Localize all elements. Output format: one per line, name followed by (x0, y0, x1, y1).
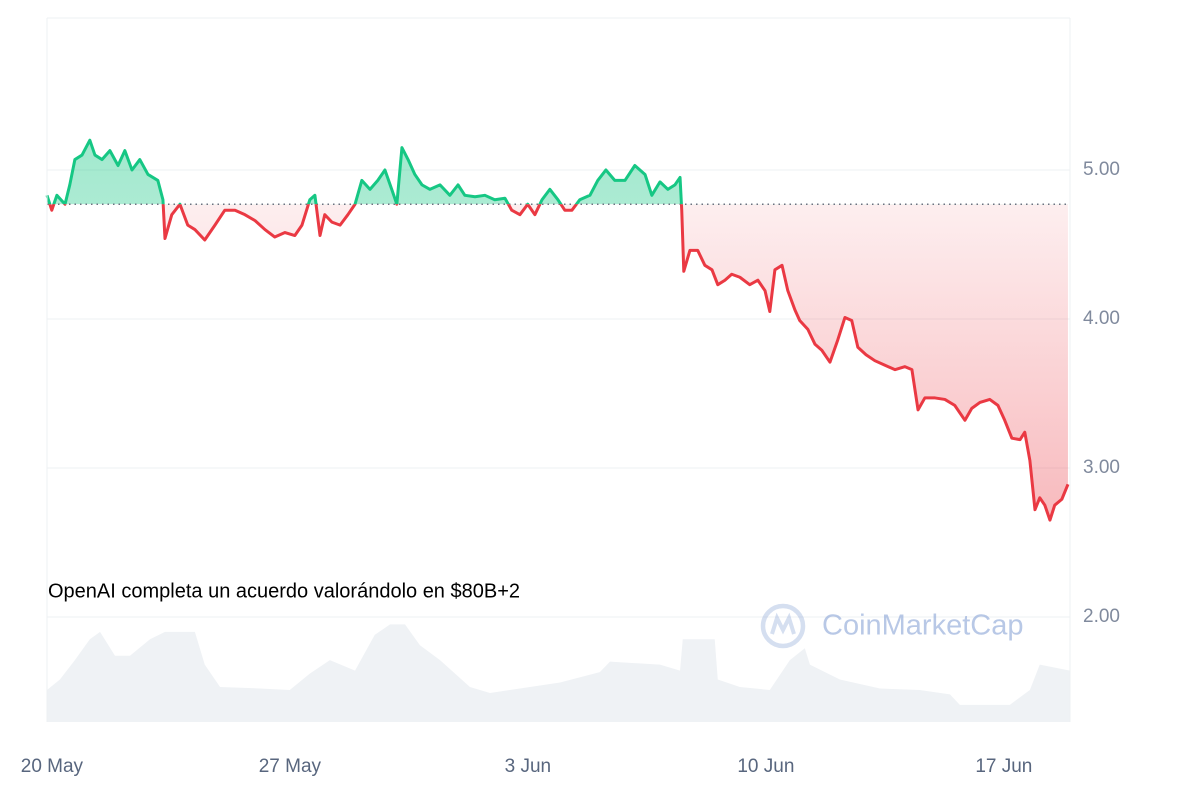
x-tick-label: 3 Jun (505, 756, 551, 777)
watermark-logo (760, 603, 806, 649)
y-tick-label: 3.00 (1083, 457, 1120, 478)
x-tick-label: 17 Jun (975, 756, 1032, 777)
price-line-down (48, 204, 1070, 522)
area-down (49, 204, 1068, 521)
watermark: CoinMarketCap (822, 610, 1023, 642)
plot: 2.00 3.00 4.00 5.00 20 May 27 May 3 Jun 10 Jun 1… (21, 138, 1120, 777)
y-tick-label: 4.00 (1083, 308, 1120, 329)
x-tick-label: 20 May (21, 756, 84, 777)
x-tick-label: 10 Jun (737, 756, 794, 777)
x-tick-label: 27 May (259, 756, 322, 777)
y-tick-label: 5.00 (1083, 159, 1120, 180)
volume-area (47, 624, 1070, 722)
annotation: OpenAI completa un acuerdo valorándolo e… (48, 580, 520, 602)
area-up (47, 140, 1068, 205)
y-tick-label: 2.00 (1083, 606, 1120, 627)
